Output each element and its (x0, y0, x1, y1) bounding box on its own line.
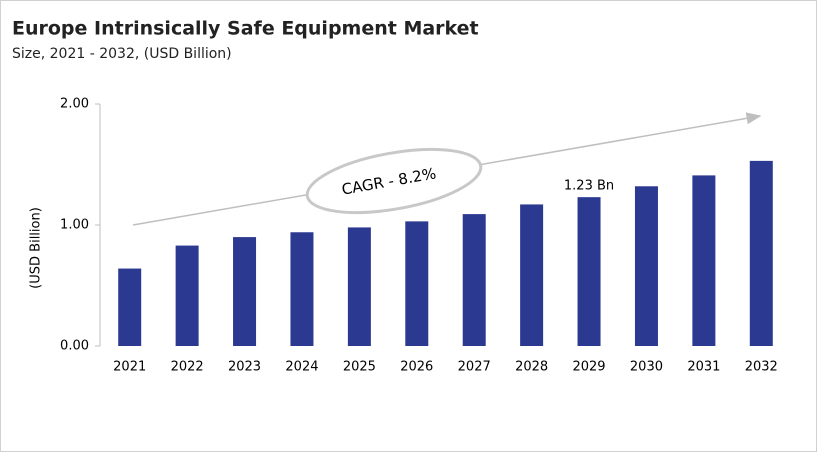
x-tick-label: 2024 (285, 360, 318, 375)
y-axis-label: (USD Billion) (29, 207, 44, 289)
bar (692, 175, 716, 346)
x-tick-label: 2028 (515, 360, 548, 375)
chart-subtitle: Size, 2021 - 2032, (USD Billion) (12, 46, 232, 62)
bar (347, 227, 371, 346)
bar (175, 245, 199, 346)
bar (462, 214, 486, 346)
y-tick-label: 2.00 (60, 97, 89, 112)
x-tick-label: 2022 (171, 360, 204, 375)
bar (233, 237, 257, 346)
x-tick-label: 2030 (630, 360, 663, 375)
x-tick-label: 2026 (400, 360, 433, 375)
bar (634, 186, 658, 346)
x-tick-label: 2023 (228, 360, 261, 375)
x-tick-label: 2031 (687, 360, 720, 375)
x-tick-label: 2029 (572, 360, 605, 375)
x-tick-label: 2032 (745, 360, 778, 375)
x-tick-label: 2025 (343, 360, 376, 375)
bar (290, 232, 314, 346)
bar (405, 221, 429, 346)
y-tick-label: 1.00 (60, 218, 89, 233)
x-tick-label: 2021 (113, 360, 146, 375)
cagr-ellipse (305, 147, 483, 215)
value-label: 1.23 Bn (564, 179, 614, 194)
bar (577, 197, 601, 346)
y-tick-label: 0.00 (60, 339, 89, 354)
chart-title: Europe Intrinsically Safe Equipment Mark… (12, 18, 479, 40)
bar (749, 160, 773, 346)
x-tick-label: 2027 (458, 360, 491, 375)
bar (520, 204, 544, 346)
bar (118, 268, 142, 346)
